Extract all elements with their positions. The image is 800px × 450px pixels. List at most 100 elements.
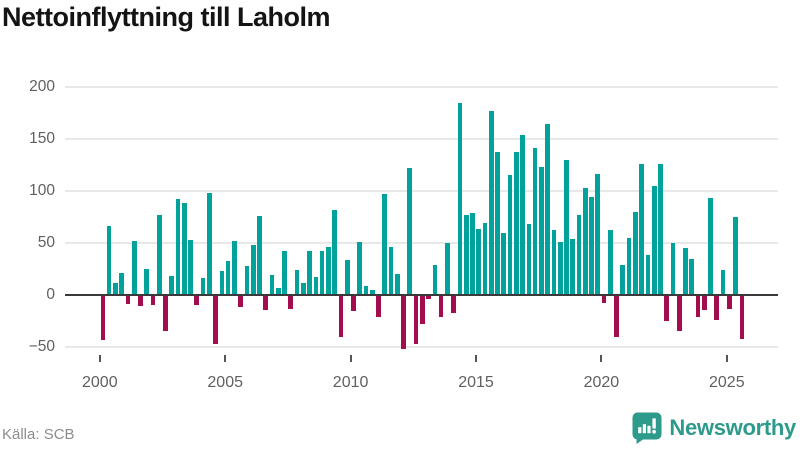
bar <box>338 295 344 337</box>
zero-axis-line <box>65 293 778 297</box>
bar <box>225 260 231 295</box>
y-axis-label: 150 <box>29 129 55 147</box>
bar <box>420 295 425 325</box>
bar <box>714 295 720 320</box>
bar <box>426 295 431 300</box>
bar <box>288 295 294 309</box>
bar <box>238 295 244 308</box>
bar <box>683 248 688 295</box>
bar <box>319 251 325 295</box>
bar <box>169 276 175 295</box>
bar <box>701 295 707 310</box>
bar <box>351 295 356 311</box>
bar <box>357 241 363 295</box>
bar <box>438 295 444 317</box>
bar <box>244 265 250 295</box>
bar <box>294 270 300 295</box>
bar <box>194 295 200 306</box>
bar <box>495 152 500 295</box>
newsworthy-wordmark: Newsworthy <box>669 415 796 440</box>
bar <box>332 209 337 295</box>
bar <box>501 232 507 295</box>
bar <box>633 211 638 295</box>
gridline <box>65 241 778 244</box>
bar <box>551 230 557 295</box>
bar <box>257 215 262 295</box>
x-axis-tick <box>349 355 352 362</box>
bar <box>181 203 187 295</box>
bar <box>564 159 569 295</box>
gridline <box>65 346 778 349</box>
x-axis-tick <box>475 355 477 362</box>
bar <box>188 239 193 295</box>
bar <box>432 264 438 295</box>
x-axis-tick <box>600 355 603 362</box>
bar <box>144 268 150 295</box>
bar <box>388 247 394 295</box>
newsworthy-bar-chart-icon <box>632 412 662 444</box>
bar <box>601 295 607 304</box>
bar <box>658 163 663 295</box>
bar <box>113 282 118 295</box>
x-axis-label: 2000 <box>82 374 118 391</box>
bar <box>708 198 713 295</box>
bar <box>445 242 450 295</box>
bar <box>106 226 112 295</box>
newsworthy-logo[interactable]: Newsworthy <box>632 409 796 447</box>
x-axis-tick <box>725 355 728 362</box>
bar <box>570 238 576 295</box>
y-axis-label: −50 <box>28 338 55 356</box>
bar <box>651 185 657 295</box>
bar <box>626 237 632 295</box>
bar <box>250 245 256 295</box>
bar <box>307 251 312 295</box>
y-axis-label: 100 <box>29 181 55 199</box>
bar <box>213 295 218 344</box>
bar <box>670 242 676 295</box>
bar <box>457 103 463 295</box>
x-axis-label: 2020 <box>583 374 620 391</box>
bar <box>720 270 726 295</box>
gridline <box>65 85 778 88</box>
bar <box>344 259 350 295</box>
bar <box>576 214 582 295</box>
bar <box>150 295 156 306</box>
bar <box>407 167 413 295</box>
gridline <box>65 137 778 140</box>
bar <box>595 174 601 295</box>
x-axis-label: 2005 <box>207 374 243 391</box>
bar <box>589 197 594 295</box>
bar <box>200 278 206 295</box>
bar <box>582 187 588 295</box>
bar <box>300 282 306 295</box>
bar <box>119 273 124 295</box>
bar <box>614 295 619 337</box>
bar <box>539 166 544 295</box>
y-axis-label: 50 <box>37 233 55 251</box>
bar <box>269 275 275 295</box>
bar <box>100 295 106 340</box>
bar <box>620 264 626 295</box>
x-axis-label: 2025 <box>709 374 745 391</box>
bar <box>676 295 682 332</box>
bar <box>607 230 613 295</box>
bar <box>131 240 137 295</box>
bar <box>232 240 237 295</box>
y-axis-label: 200 <box>29 77 55 95</box>
bar <box>664 295 670 322</box>
bar <box>369 289 375 295</box>
bar <box>545 124 550 295</box>
bar <box>282 251 287 295</box>
bar <box>156 214 162 295</box>
bar <box>470 212 475 295</box>
x-axis-label: 2015 <box>458 374 494 391</box>
bar <box>175 199 181 295</box>
bar <box>413 295 419 344</box>
bar <box>513 152 519 295</box>
bar <box>125 295 131 305</box>
bar <box>376 295 381 317</box>
bar <box>476 229 482 295</box>
bar <box>557 241 563 295</box>
x-axis-label: 2010 <box>332 374 369 391</box>
